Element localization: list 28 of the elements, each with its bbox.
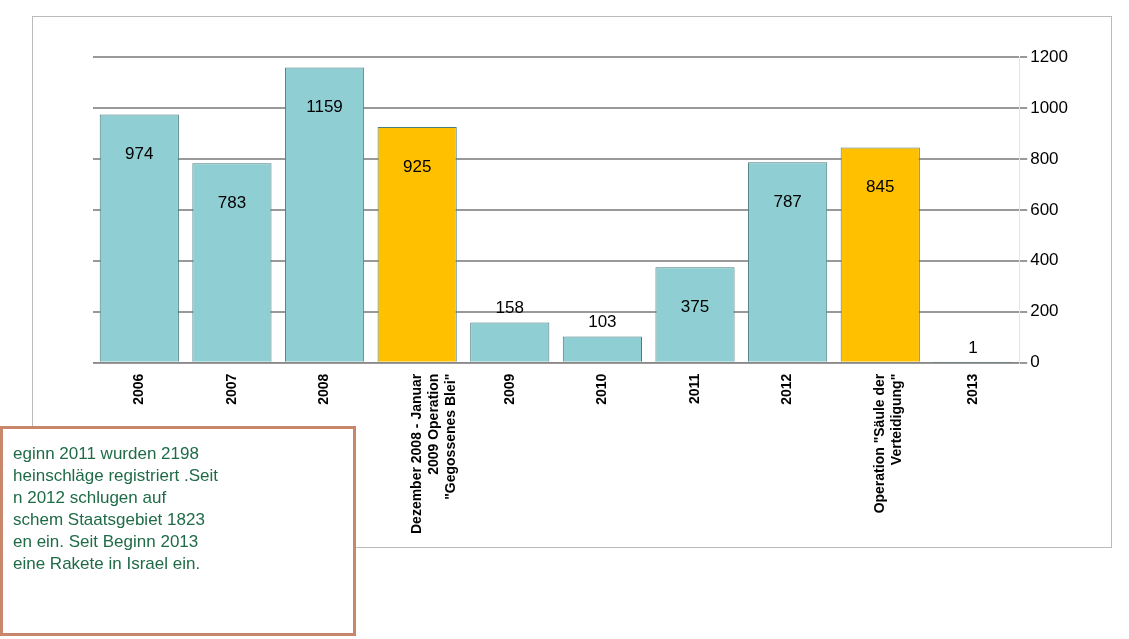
x-tick-label: 2009 [500,373,517,405]
data-label: 974 [125,144,154,164]
text: eginn 2011 wurden 2198 heinschläge registriert .Seit n 2012 schlugen auf schem Staatsgebiet 1823 en ein. Seit Beginn 2013 eine Rakete in Israel ein. [0,426,356,636]
x-tick-label: Dezember 2008 - Januar 2009 Operation "Gegossenes Blei" [408,373,458,535]
data-label: 1 [968,338,978,358]
x-tick-label: 2008 [315,373,332,405]
y-tick-label: 600 [1030,199,1059,219]
x-tick-label: Operation "Säule der Verteidigung" [871,373,904,514]
data-label: 783 [217,192,247,212]
data-label: 845 [866,177,895,197]
data-label: 158 [495,298,524,318]
y-tick-label: 200 [1030,301,1059,321]
x-tick-label: 2013 [963,373,980,405]
x-tick-label: 2012 [778,373,795,405]
x-tick-label: 2007 [222,373,239,405]
y-tick-label: 400 [1030,250,1059,270]
x-tick-label: 2011 [685,373,702,405]
data-label: 103 [588,312,617,332]
x-tick-label: 2006 [130,373,147,405]
data-label: 925 [402,156,432,176]
data-label: 787 [773,191,802,211]
x-tick-label: 2010 [593,373,610,405]
y-tick-label: 800 [1030,148,1059,168]
data-label: 1159 [306,97,343,117]
y-tick-label: 1000 [1030,97,1069,117]
y-tick-label: 1200 [1030,46,1069,66]
y-tick-label: 0 [1030,352,1040,372]
data-label: 375 [680,296,710,316]
